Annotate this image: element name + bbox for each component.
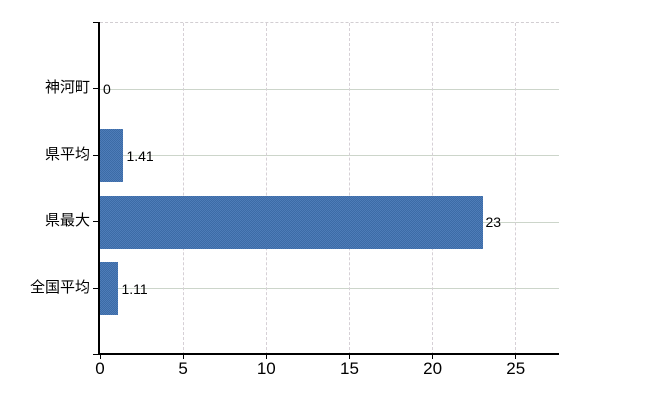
bar-value-label: 0 [103, 81, 111, 98]
gridline-vertical [182, 23, 184, 355]
y-axis-tick [93, 221, 99, 223]
y-axis-label: 神河町 [44, 79, 90, 97]
x-axis-tick-label: 5 [178, 359, 188, 378]
y-axis-tick [93, 354, 99, 355]
bar [100, 129, 124, 183]
y-axis-tick [93, 22, 99, 23]
x-axis-tick [265, 355, 267, 359]
x-axis-tick [515, 355, 517, 359]
x-axis-tick-label: 20 [423, 359, 443, 378]
y-axis-tick [93, 88, 99, 90]
x-axis-tick-label: 0 [95, 359, 105, 378]
plot-area: 0 1.41 23 1.11 [100, 22, 559, 355]
x-axis-tick [348, 355, 350, 359]
gridline-horizontal [100, 288, 559, 290]
gridline-vertical [432, 23, 434, 355]
x-axis-tick [432, 355, 434, 359]
gridline-vertical [515, 23, 517, 355]
y-axis-line [98, 22, 100, 355]
bar-value-label: 1.41 [126, 147, 154, 164]
x-axis-tick-label: 10 [256, 359, 276, 378]
bar-value-label: 1.11 [121, 280, 148, 297]
y-axis-label: 全国平均 [29, 278, 90, 296]
y-axis-tick [93, 154, 99, 156]
x-axis-tick [182, 355, 184, 359]
y-axis-tick [93, 287, 99, 289]
gridline-vertical [348, 23, 350, 355]
gridline-vertical [265, 23, 267, 355]
bar [100, 195, 483, 249]
y-axis-label: 県最大 [44, 212, 90, 230]
y-axis-label: 県平均 [44, 145, 90, 163]
gridline-horizontal [100, 155, 559, 157]
x-axis-tick-label: 25 [506, 359, 526, 378]
bar [100, 262, 119, 316]
x-axis-tick-label: 15 [339, 359, 359, 378]
gridline-horizontal [100, 88, 559, 90]
x-axis-tick [99, 355, 101, 359]
x-axis-line [98, 353, 559, 355]
bar-value-label: 23 [485, 214, 502, 231]
